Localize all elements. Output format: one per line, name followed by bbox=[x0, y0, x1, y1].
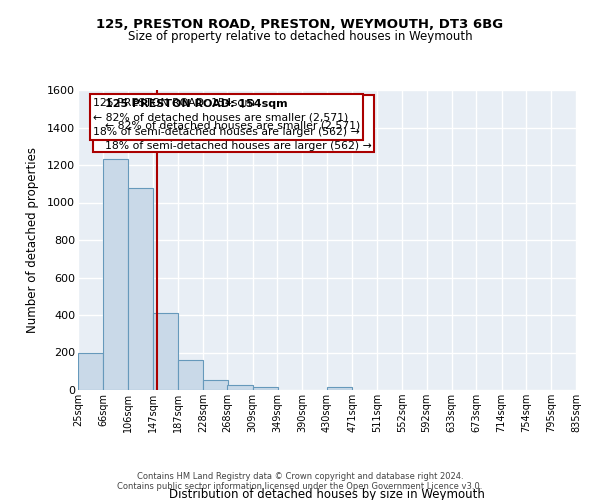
Bar bbox=[153, 313, 178, 390]
Bar bbox=[327, 387, 352, 390]
FancyBboxPatch shape bbox=[93, 94, 374, 152]
Text: 18% of semi-detached houses are larger (562) →: 18% of semi-detached houses are larger (… bbox=[106, 141, 372, 151]
Text: Size of property relative to detached houses in Weymouth: Size of property relative to detached ho… bbox=[128, 30, 472, 43]
Text: Contains public sector information licensed under the Open Government Licence v3: Contains public sector information licen… bbox=[118, 482, 482, 491]
Bar bbox=[128, 188, 153, 390]
Y-axis label: Number of detached properties: Number of detached properties bbox=[26, 147, 39, 333]
Bar bbox=[178, 360, 203, 390]
Bar bbox=[78, 352, 103, 390]
Bar bbox=[103, 160, 128, 390]
Bar bbox=[253, 387, 278, 390]
Text: 125, PRESTON ROAD, PRESTON, WEYMOUTH, DT3 6BG: 125, PRESTON ROAD, PRESTON, WEYMOUTH, DT… bbox=[97, 18, 503, 30]
Text: 125 PRESTON ROAD: 154sqm: 125 PRESTON ROAD: 154sqm bbox=[106, 99, 288, 109]
Text: Contains HM Land Registry data © Crown copyright and database right 2024.: Contains HM Land Registry data © Crown c… bbox=[137, 472, 463, 481]
X-axis label: Distribution of detached houses by size in Weymouth: Distribution of detached houses by size … bbox=[169, 488, 485, 500]
Bar bbox=[227, 386, 253, 390]
Text: 125 PRESTON ROAD: 154sqm
← 82% of detached houses are smaller (2,571)
18% of sem: 125 PRESTON ROAD: 154sqm ← 82% of detach… bbox=[93, 98, 359, 137]
Text: ← 82% of detached houses are smaller (2,571): ← 82% of detached houses are smaller (2,… bbox=[106, 120, 361, 130]
Bar bbox=[203, 380, 228, 390]
